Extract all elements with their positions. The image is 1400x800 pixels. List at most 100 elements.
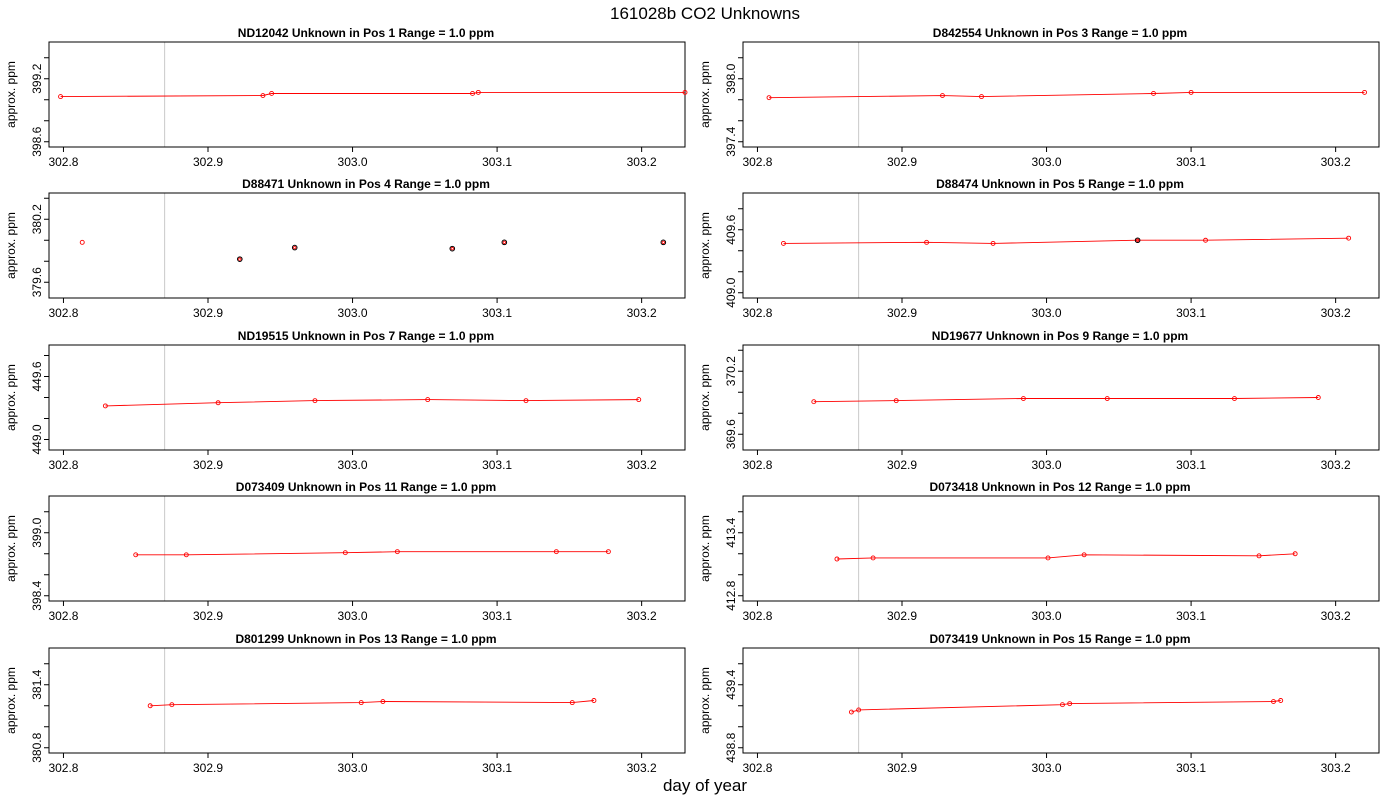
data-point bbox=[293, 246, 297, 250]
y-tick-label: 438.8 bbox=[724, 732, 738, 762]
data-point bbox=[79, 239, 85, 245]
data-point bbox=[1059, 702, 1065, 708]
x-tick-label: 302.8 bbox=[742, 155, 772, 169]
y-tick-label: 398.6 bbox=[30, 126, 44, 156]
data-point bbox=[682, 89, 688, 95]
data-point bbox=[523, 398, 529, 404]
plot-frame bbox=[742, 344, 1380, 451]
data-point bbox=[183, 552, 189, 558]
chart-panel: D073409 Unknown in Pos 11 Range = 1.0 pp… bbox=[4, 480, 686, 623]
data-point bbox=[169, 702, 175, 708]
data-point bbox=[102, 403, 108, 409]
chart-panel: D88471 Unknown in Pos 4 Range = 1.0 ppm 3… bbox=[4, 177, 686, 320]
panel-title: ND12042 Unknown in Pos 1 Range = 1.0 ppm bbox=[238, 26, 494, 40]
plot-frame bbox=[742, 192, 1380, 299]
y-tick-label: 379.6 bbox=[30, 267, 44, 297]
data-point bbox=[1045, 555, 1051, 561]
data-point bbox=[1292, 551, 1298, 557]
y-tick-label: 449.0 bbox=[30, 424, 44, 454]
x-tick-label: 303.1 bbox=[482, 155, 512, 169]
data-point bbox=[1136, 238, 1140, 242]
x-tick-label: 303.1 bbox=[1176, 155, 1206, 169]
data-point bbox=[1203, 237, 1208, 243]
data-point bbox=[636, 397, 642, 403]
x-tick-label: 303.1 bbox=[1176, 761, 1206, 775]
chart-panels: ND12042 Unknown in Pos 1 Range = 1.0 ppm… bbox=[4, 26, 1380, 775]
plot-frame bbox=[48, 495, 686, 602]
panel-title: ND19677 Unknown in Pos 9 Range = 1.0 ppm bbox=[932, 329, 1188, 343]
panel-title: D801299 Unknown in Pos 13 Range = 1.0 pp… bbox=[235, 632, 496, 646]
x-tick-label: 302.9 bbox=[193, 458, 223, 472]
data-point bbox=[1104, 396, 1110, 401]
data-point bbox=[470, 90, 475, 96]
chart-panel: D801299 Unknown in Pos 13 Range = 1.0 pp… bbox=[4, 632, 686, 775]
data-point bbox=[856, 707, 862, 713]
x-tick-label: 303.0 bbox=[1032, 458, 1062, 472]
data-point bbox=[1271, 699, 1276, 704]
data-point bbox=[990, 240, 996, 246]
x-tick-label: 303.2 bbox=[627, 761, 657, 775]
x-tick-label: 303.1 bbox=[1176, 306, 1206, 320]
data-point-outline bbox=[1134, 237, 1141, 244]
y-tick-label: 369.6 bbox=[724, 419, 738, 449]
x-tick-label: 303.2 bbox=[627, 458, 657, 472]
plot-frame bbox=[742, 495, 1380, 602]
series-line bbox=[60, 91, 685, 98]
data-point bbox=[475, 89, 481, 95]
chart-panel: ND19515 Unknown in Pos 7 Range = 1.0 ppm… bbox=[4, 329, 686, 472]
y-axis-label: approx. ppm bbox=[4, 515, 18, 582]
x-tick-label: 303.0 bbox=[338, 609, 368, 623]
data-point bbox=[781, 240, 786, 246]
x-tick-label: 303.0 bbox=[1032, 761, 1062, 775]
x-tick-label: 302.8 bbox=[48, 761, 78, 775]
y-tick-label: 381.4 bbox=[30, 669, 44, 699]
y-tick-label: 397.4 bbox=[724, 126, 738, 156]
y-tick-label: 409.6 bbox=[724, 214, 738, 244]
y-axis-label: approx. ppm bbox=[4, 61, 18, 128]
data-point bbox=[342, 550, 348, 556]
x-tick-label: 302.8 bbox=[48, 155, 78, 169]
plot-frame bbox=[742, 41, 1380, 148]
y-tick-label: 399.0 bbox=[30, 517, 44, 547]
x-tick-label: 302.9 bbox=[887, 458, 917, 472]
data-point bbox=[893, 398, 899, 404]
x-tick-label: 302.9 bbox=[193, 155, 223, 169]
x-tick-label: 303.0 bbox=[338, 458, 368, 472]
y-tick-label: 398.4 bbox=[30, 580, 44, 610]
chart-panel: D073418 Unknown in Pos 12 Range = 1.0 pp… bbox=[698, 480, 1380, 623]
data-point bbox=[1020, 396, 1026, 401]
data-point bbox=[260, 93, 266, 99]
data-point bbox=[766, 95, 772, 101]
x-tick-label: 302.9 bbox=[193, 609, 223, 623]
x-tick-label: 302.8 bbox=[48, 609, 78, 623]
y-tick-label: 449.6 bbox=[30, 361, 44, 391]
data-point bbox=[1278, 698, 1284, 703]
x-tick-label: 302.9 bbox=[887, 155, 917, 169]
data-point bbox=[215, 400, 221, 406]
x-tick-label: 302.9 bbox=[887, 761, 917, 775]
x-tick-label: 303.2 bbox=[1321, 306, 1351, 320]
data-point bbox=[605, 549, 611, 555]
y-tick-label: 412.8 bbox=[724, 580, 738, 610]
x-tick-label: 302.8 bbox=[48, 458, 78, 472]
x-tick-label: 303.2 bbox=[627, 155, 657, 169]
data-point bbox=[924, 239, 930, 245]
series-line bbox=[836, 553, 1296, 560]
data-point bbox=[1362, 89, 1367, 95]
y-tick-label: 409.0 bbox=[724, 277, 738, 307]
x-tick-label: 303.1 bbox=[1176, 609, 1206, 623]
y-axis-label: approx. ppm bbox=[698, 212, 712, 279]
x-tick-label: 302.9 bbox=[887, 306, 917, 320]
data-point bbox=[1188, 89, 1194, 95]
y-axis-label: approx. ppm bbox=[698, 667, 712, 734]
y-axis-label: approx. ppm bbox=[698, 61, 712, 128]
x-tick-label: 302.9 bbox=[193, 761, 223, 775]
x-tick-label: 303.1 bbox=[482, 761, 512, 775]
data-point-outline bbox=[501, 239, 508, 246]
data-point bbox=[147, 703, 153, 709]
data-point bbox=[133, 552, 139, 558]
plot-frame bbox=[48, 192, 686, 299]
x-tick-label: 303.1 bbox=[482, 306, 512, 320]
chart-panel: D842554 Unknown in Pos 3 Range = 1.0 ppm… bbox=[698, 26, 1380, 169]
